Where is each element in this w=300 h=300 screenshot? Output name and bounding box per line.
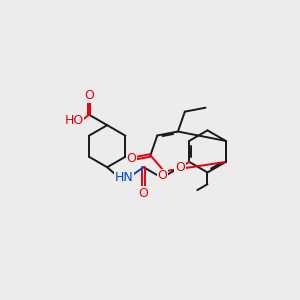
Text: HO: HO [64, 115, 84, 128]
Text: O: O [127, 152, 136, 166]
Text: O: O [84, 89, 94, 102]
Text: O: O [139, 187, 148, 200]
Text: O: O [175, 161, 185, 174]
Text: O: O [158, 169, 168, 182]
Text: HN: HN [115, 171, 134, 184]
